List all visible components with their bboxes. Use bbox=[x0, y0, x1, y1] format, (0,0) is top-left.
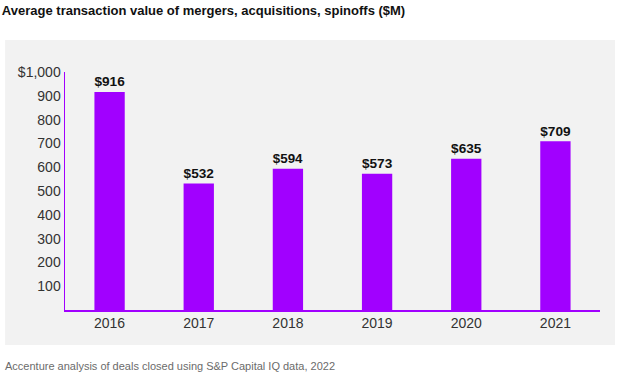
svg-text:$532: $532 bbox=[184, 166, 215, 181]
svg-text:2021: 2021 bbox=[540, 315, 571, 331]
svg-text:400: 400 bbox=[37, 207, 61, 223]
svg-text:100: 100 bbox=[37, 278, 61, 294]
svg-text:2016: 2016 bbox=[94, 315, 125, 331]
svg-text:Accenture analysis of deals cl: Accenture analysis of deals closed using… bbox=[5, 360, 335, 372]
svg-text:$1,000: $1,000 bbox=[18, 64, 61, 80]
svg-text:700: 700 bbox=[37, 135, 61, 151]
svg-text:2020: 2020 bbox=[451, 315, 482, 331]
svg-text:$709: $709 bbox=[540, 124, 571, 139]
svg-text:900: 900 bbox=[37, 88, 61, 104]
svg-text:300: 300 bbox=[37, 231, 61, 247]
svg-text:$594: $594 bbox=[273, 151, 303, 166]
svg-text:2018: 2018 bbox=[272, 315, 303, 331]
svg-text:Average transaction value of m: Average transaction value of mergers, ac… bbox=[2, 3, 405, 18]
svg-text:$573: $573 bbox=[362, 156, 393, 171]
svg-text:2019: 2019 bbox=[362, 315, 393, 331]
svg-text:$635: $635 bbox=[451, 141, 482, 156]
svg-text:800: 800 bbox=[37, 112, 61, 128]
svg-text:500: 500 bbox=[37, 183, 61, 199]
svg-text:200: 200 bbox=[37, 254, 61, 270]
svg-text:600: 600 bbox=[37, 159, 61, 175]
svg-text:2017: 2017 bbox=[183, 315, 214, 331]
svg-text:$916: $916 bbox=[94, 74, 125, 89]
